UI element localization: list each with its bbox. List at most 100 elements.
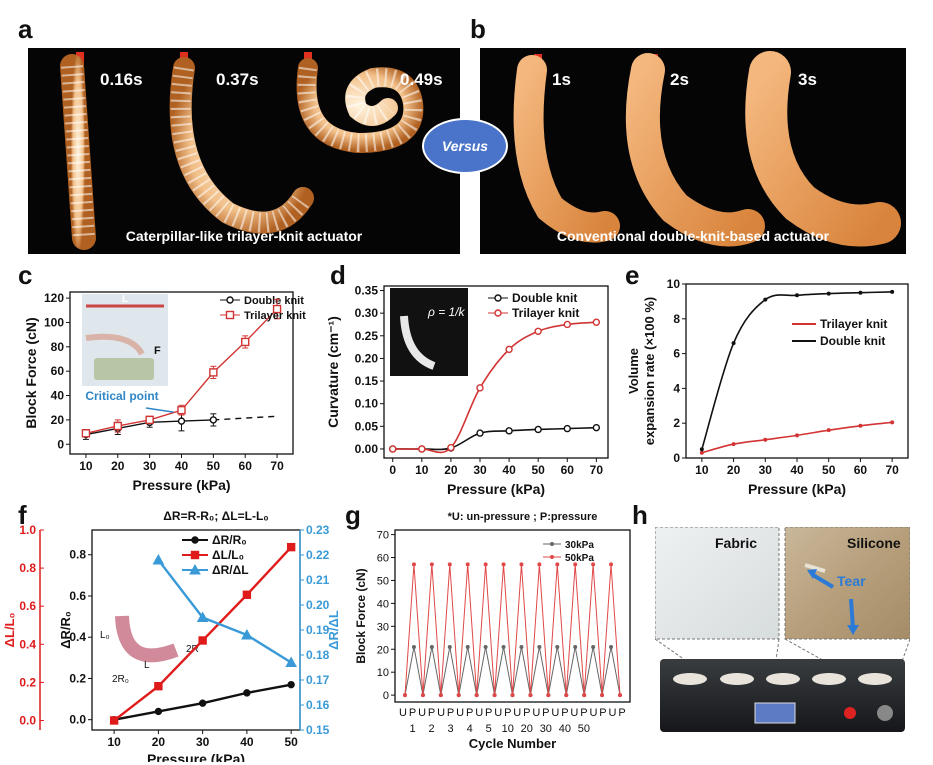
x-tick-label: U: [513, 707, 521, 719]
data-point: [154, 707, 163, 716]
y-tick-label: 30: [377, 621, 389, 633]
data-point: [285, 656, 297, 667]
data-point: [243, 689, 251, 697]
data-point: [609, 644, 614, 649]
panel-a-photo: 0.16s 0.37s 0.49s Caterpillar-like trila…: [28, 48, 460, 254]
plot-frame: [685, 283, 909, 459]
data-point: [476, 384, 484, 392]
y-axis-title: Block Force (cN): [354, 568, 368, 663]
y-tick-label: 80: [51, 340, 65, 354]
legend-label: Double knit: [512, 291, 577, 305]
data-point: [189, 563, 201, 575]
data-point: [226, 296, 234, 304]
x-tick-label: P: [599, 707, 606, 719]
legend-label: Double knit: [820, 334, 885, 348]
x-tick-label: U: [418, 707, 426, 719]
y-tick-label: 6: [673, 347, 680, 361]
x-tick-label: 30: [473, 463, 487, 477]
versus-badge: Versus: [422, 118, 508, 174]
inset-label: L₀: [100, 630, 110, 641]
data-point: [411, 644, 416, 649]
chart-f-geometry-change: ΔR=R-R₀; ΔL=L-L₀ 10 20 30 40 50 0.0 0.2 0.4 0.6 0.…: [2, 509, 341, 762]
x-tick-label: P: [523, 707, 530, 719]
y-tick-label: 0.00: [355, 442, 379, 456]
data-point: [177, 417, 186, 425]
y-tick-label: 0: [673, 451, 680, 465]
x-tick-label: P: [428, 707, 435, 719]
data-point: [546, 693, 551, 698]
y3-tick-label: 0.19: [306, 623, 330, 637]
data-point: [699, 450, 704, 455]
y2-tick-label: 0.8: [19, 561, 36, 575]
y-tick-label: 0: [383, 690, 389, 702]
data-point: [501, 644, 506, 649]
chart-g-cycling: *U: un-pressure ; P:pressure 0 10 20 30 40 50 6…: [354, 511, 631, 751]
x-tick-label: U: [589, 707, 597, 719]
y2-tick-label: 0.4: [19, 637, 36, 651]
y-tick-label: 0.25: [355, 329, 379, 343]
data-point: [519, 562, 524, 567]
x-tick-label: 60: [854, 463, 868, 477]
cycle-number: 5: [486, 723, 492, 735]
x-tick-label: 60: [239, 459, 253, 473]
data-point: [564, 693, 569, 698]
panel-letter-c: c: [18, 260, 33, 290]
x-tick-label: 50: [207, 459, 221, 473]
data-point: [418, 445, 426, 453]
chart-c-block-force: 10 20 30 40 50 60 70 0 20 40 60 80 100 120 Pressure (k…: [23, 291, 306, 493]
y3-tick-label: 0.17: [306, 673, 330, 687]
data-point: [483, 562, 488, 567]
y-tick-label: 20: [51, 413, 65, 427]
data-point: [731, 341, 736, 346]
x-tick-label: 20: [152, 735, 166, 749]
y-tick-label: 10: [377, 667, 389, 679]
data-point: [573, 644, 578, 649]
data-point: [592, 318, 601, 326]
data-point: [591, 644, 596, 649]
y-tick-label: 20: [377, 644, 389, 656]
legend-label: 50kPa: [565, 553, 594, 564]
inset-label-f: F: [154, 345, 161, 357]
legend-label: Double knit: [244, 295, 304, 307]
x-tick-label: P: [618, 707, 625, 719]
data-point: [510, 693, 515, 698]
data-point: [154, 681, 163, 691]
x-tick-label: U: [475, 707, 483, 719]
x-tick-label: P: [580, 707, 587, 719]
inset-label: L: [144, 660, 150, 671]
y-axis-title: ΔR/R₀: [58, 611, 73, 649]
data-point: [505, 345, 513, 354]
plot-frame: [394, 529, 631, 703]
y3-tick-label: 0.22: [306, 548, 330, 562]
x-tick-label: P: [561, 707, 568, 719]
cycle-number: 50: [578, 723, 590, 735]
y-tick-label: 0.35: [355, 284, 379, 298]
legend-label: 30kPa: [565, 540, 594, 551]
x-tick-label: 20: [727, 463, 741, 477]
time-label: 2s: [670, 70, 689, 89]
double-knit-actuator-image: [513, 51, 901, 247]
x-tick-label: 60: [561, 463, 575, 477]
y2-axis-title: ΔL/L₀: [2, 613, 17, 648]
data-point: [609, 562, 614, 567]
y-tick-label: 0.15: [355, 374, 379, 388]
data-point: [196, 611, 209, 622]
x-axis-title: Pressure (kPa): [147, 751, 245, 762]
y3-axis-title: ΔR/ΔL: [326, 610, 341, 650]
data-point: [763, 297, 768, 302]
data-point: [190, 550, 200, 560]
y-tick-label: 4: [673, 381, 680, 395]
data-point: [474, 693, 479, 698]
panel-b-caption: Conventional double-knit-based actuator: [556, 228, 830, 244]
data-point: [826, 291, 831, 296]
data-point: [858, 423, 863, 428]
tear-label: Tear: [837, 573, 866, 589]
y-tick-label: 60: [377, 553, 389, 565]
x-tick-label: 40: [502, 463, 516, 477]
x-tick-label: 10: [695, 463, 709, 477]
time-label: 0.16s: [100, 70, 143, 89]
x-tick-label: U: [551, 707, 559, 719]
data-point: [573, 562, 578, 567]
annotation-arrow: [145, 407, 174, 413]
x-tick-label: 10: [107, 735, 121, 749]
